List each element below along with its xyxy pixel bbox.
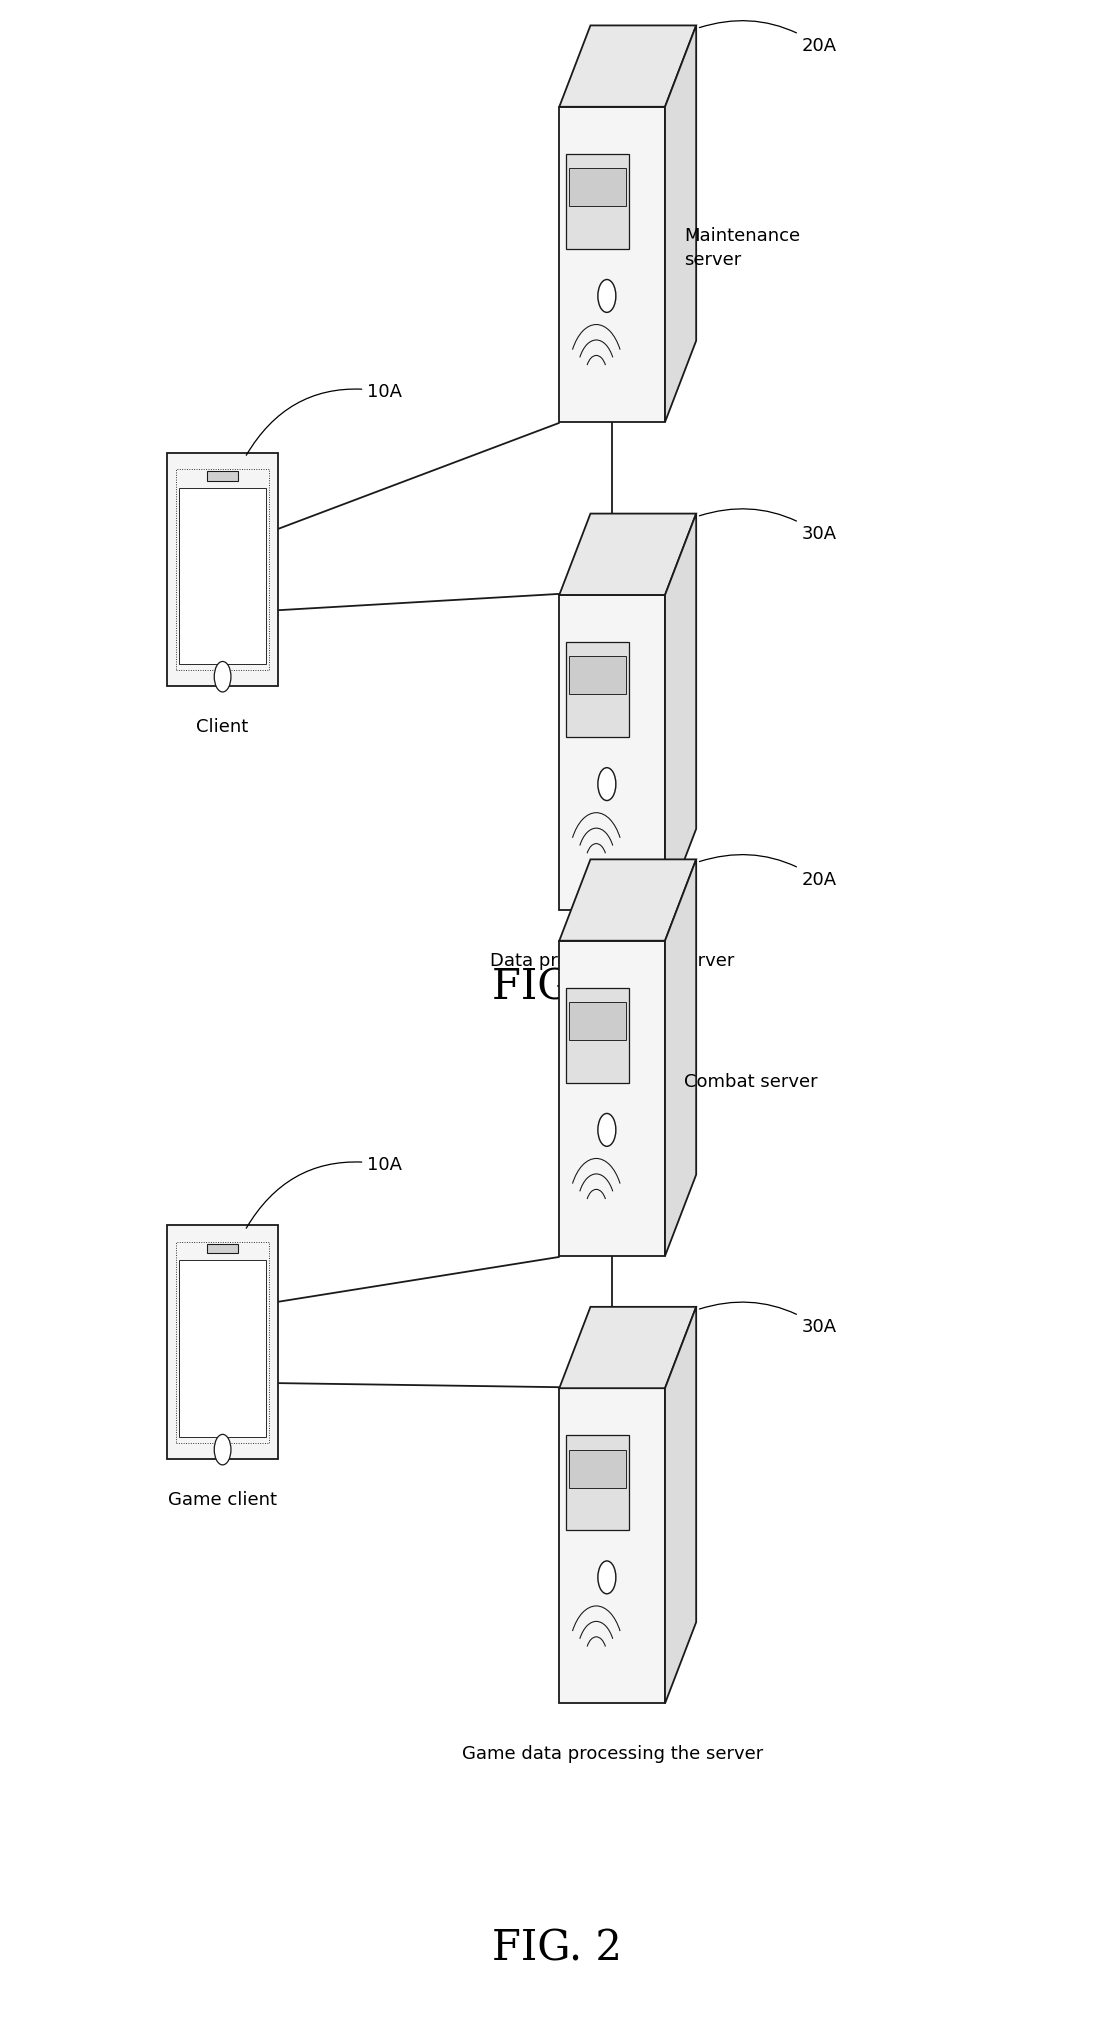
Polygon shape — [560, 1387, 666, 1704]
Polygon shape — [560, 513, 697, 594]
Text: Combat server: Combat server — [684, 1074, 818, 1090]
Circle shape — [215, 1434, 232, 1464]
Polygon shape — [569, 1003, 626, 1039]
Polygon shape — [565, 643, 629, 736]
Polygon shape — [167, 454, 278, 687]
Polygon shape — [207, 1245, 238, 1253]
Circle shape — [215, 661, 232, 692]
Polygon shape — [666, 24, 697, 423]
Polygon shape — [666, 858, 697, 1255]
Polygon shape — [569, 657, 626, 694]
Polygon shape — [560, 858, 697, 940]
Text: FIG. 1: FIG. 1 — [492, 966, 621, 1007]
Circle shape — [598, 1560, 615, 1595]
Polygon shape — [569, 169, 626, 205]
Text: Game client: Game client — [168, 1491, 277, 1509]
Text: Data processing the server: Data processing the server — [490, 952, 735, 970]
Text: 20A: 20A — [699, 854, 837, 889]
Circle shape — [598, 279, 615, 313]
Polygon shape — [179, 488, 266, 663]
Polygon shape — [560, 594, 666, 909]
Polygon shape — [560, 1308, 697, 1387]
Text: 10A: 10A — [246, 1155, 402, 1229]
Polygon shape — [565, 989, 629, 1082]
Polygon shape — [565, 155, 629, 248]
Text: 10A: 10A — [246, 382, 402, 456]
Polygon shape — [167, 1224, 278, 1460]
Polygon shape — [666, 513, 697, 909]
Text: Game data processing the server: Game data processing the server — [462, 1745, 762, 1763]
Text: FIG. 2: FIG. 2 — [492, 1928, 621, 1969]
Text: Maintenance
server: Maintenance server — [684, 228, 800, 268]
Text: 30A: 30A — [699, 1302, 837, 1336]
Polygon shape — [560, 940, 666, 1255]
Text: Client: Client — [197, 718, 248, 736]
Text: 20A: 20A — [699, 20, 837, 55]
Polygon shape — [179, 1261, 266, 1436]
Text: 30A: 30A — [699, 508, 837, 543]
Polygon shape — [207, 472, 238, 480]
Polygon shape — [560, 24, 697, 106]
Polygon shape — [666, 1308, 697, 1704]
Circle shape — [598, 1113, 615, 1147]
Polygon shape — [560, 106, 666, 423]
Polygon shape — [565, 1436, 629, 1530]
Circle shape — [598, 767, 615, 801]
Polygon shape — [569, 1450, 626, 1487]
